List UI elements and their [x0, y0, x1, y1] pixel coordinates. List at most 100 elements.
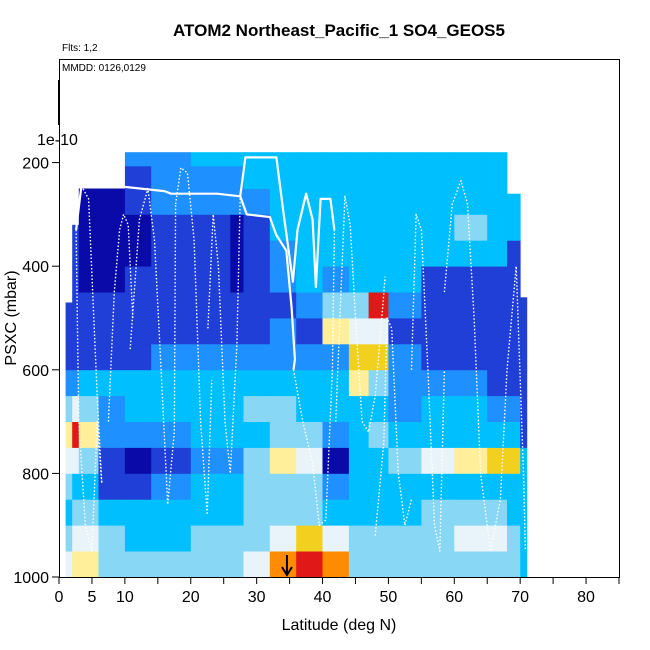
heat-cell-17-6 — [487, 395, 508, 422]
flight-track-6 — [174, 167, 213, 516]
heat-cell-16-1 — [454, 525, 488, 552]
heat-cell-15-7 — [421, 369, 455, 397]
heat-cell-6-2 — [190, 499, 231, 526]
heat-cell-5-6 — [151, 395, 192, 422]
latitude-marker-arrow — [281, 555, 293, 577]
heat-cell-0-4 — [65, 447, 73, 474]
heat-cell-9-8 — [269, 343, 297, 371]
heat-cell-18-14 — [507, 193, 521, 215]
heat-cell-3-13 — [98, 214, 126, 241]
heat-cell-9-7 — [269, 369, 297, 397]
heat-cell-12-7 — [348, 369, 370, 397]
heat-cell-1-9 — [72, 318, 80, 345]
heat-cell-14-12 — [388, 240, 422, 267]
heat-cell-19-0 — [520, 551, 528, 578]
heat-cell-9-2 — [269, 499, 297, 526]
y-extra-tick-label: 1e-10 — [37, 132, 78, 149]
heat-cell-18-7 — [507, 369, 521, 397]
heat-cell-7-5 — [230, 421, 244, 448]
heat-cell-4-16 — [124, 152, 152, 167]
heat-cell-15-2 — [421, 499, 455, 526]
heat-cell-15-16 — [421, 152, 455, 167]
flight-tracks — [75, 156, 527, 552]
heat-cell-3-12 — [98, 240, 126, 267]
heat-cell-1-2 — [72, 499, 80, 526]
y-tick-label-1: 400 — [22, 259, 49, 276]
heat-cell-1-7 — [72, 369, 80, 397]
heat-cell-13-16 — [368, 152, 389, 167]
heat-cell-17-13 — [487, 214, 508, 241]
heat-cell-15-5 — [421, 421, 455, 448]
heat-cell-12-15 — [348, 166, 370, 189]
heat-cell-7-12 — [230, 240, 244, 267]
heat-cell-17-7 — [487, 369, 508, 397]
heat-cell-17-0 — [487, 551, 508, 578]
heat-cell-3-0 — [98, 551, 126, 578]
heat-cell-16-15 — [454, 166, 488, 189]
heat-cell-4-9 — [124, 318, 152, 345]
heat-cell-12-0 — [348, 551, 370, 578]
heat-cell-2-4 — [78, 447, 99, 474]
heat-cell-19-9 — [520, 297, 528, 345]
heat-cell-10-8 — [296, 343, 323, 371]
heat-cell-4-2 — [124, 499, 152, 526]
heat-cell-12-9 — [348, 318, 370, 345]
heat-cell-12-11 — [348, 266, 370, 293]
heat-cell-18-8 — [507, 343, 521, 371]
y-tick-label-3: 800 — [22, 466, 49, 483]
heat-cell-14-15 — [388, 166, 422, 189]
heat-cell-10-9 — [296, 318, 323, 345]
heat-cell-2-7 — [78, 369, 99, 397]
heat-cell-2-3 — [78, 473, 99, 500]
heat-cell-11-8 — [322, 343, 350, 371]
heat-cell-18-6 — [507, 395, 521, 422]
heat-cell-4-6 — [124, 395, 152, 422]
heat-cell-14-11 — [388, 266, 422, 293]
heat-cell-14-7 — [388, 369, 422, 397]
heat-cell-3-6 — [98, 395, 126, 422]
flight-track-4 — [107, 213, 134, 422]
heat-cell-3-11 — [98, 266, 126, 293]
heat-cell-9-6 — [269, 395, 297, 422]
heat-cell-4-3 — [124, 473, 152, 500]
heat-cell-1-0 — [72, 551, 80, 578]
heat-cell-19-3 — [520, 473, 528, 500]
heat-cell-3-2 — [98, 499, 126, 526]
heat-cell-18-13 — [507, 214, 521, 241]
heat-cell-8-7 — [243, 369, 271, 397]
heat-cell-4-14 — [124, 188, 152, 215]
heat-cell-6-13 — [190, 214, 231, 241]
heat-cell-11-12 — [322, 240, 350, 267]
heat-cell-7-16 — [230, 152, 244, 167]
heat-cell-19-2 — [520, 499, 528, 526]
heat-cell-13-4 — [368, 447, 389, 474]
heat-cell-12-10 — [348, 292, 370, 319]
heat-cell-19-6 — [520, 395, 528, 422]
heat-cell-11-14 — [322, 188, 350, 215]
heat-cell-13-6 — [368, 395, 389, 422]
heat-cell-12-14 — [348, 188, 370, 215]
heat-cell-14-9 — [388, 318, 422, 345]
heat-cell-12-5 — [348, 421, 370, 448]
heat-cell-13-3 — [368, 473, 389, 500]
x-tick-label-9: 80 — [577, 589, 595, 606]
x-tick-label-0: 0 — [55, 589, 64, 606]
heat-cell-8-6 — [243, 395, 271, 422]
heat-cell-15-8 — [421, 343, 455, 371]
heat-cell-7-2 — [230, 499, 244, 526]
heat-cell-4-1 — [124, 525, 152, 552]
heat-cell-8-2 — [243, 499, 271, 526]
heat-cell-17-5 — [487, 421, 508, 448]
x-axis-label: Latitude (deg N) — [282, 617, 397, 634]
heat-cell-6-15 — [190, 166, 231, 189]
heat-cell-16-12 — [454, 240, 488, 267]
heat-cell-7-10 — [230, 292, 244, 319]
x-tick-label-2: 10 — [116, 589, 134, 606]
heat-cell-17-9 — [487, 318, 508, 345]
heat-cell-6-3 — [190, 473, 231, 500]
heat-cell-2-6 — [78, 395, 99, 422]
flight-track-12 — [443, 179, 527, 552]
heat-cell-8-3 — [243, 473, 271, 500]
heat-cell-15-3 — [421, 473, 455, 500]
